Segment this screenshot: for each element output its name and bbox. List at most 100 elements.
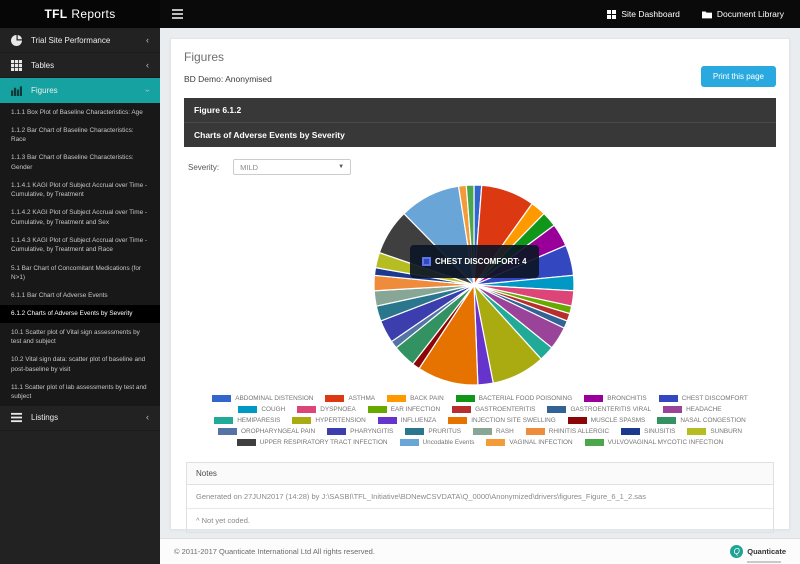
legend-item[interactable]: BRONCHITIS xyxy=(584,395,647,402)
brand-rest: Reports xyxy=(71,7,116,21)
legend-swatch xyxy=(212,395,232,402)
chart-tooltip: CHEST DISCOMFORT: 4 xyxy=(410,245,539,278)
legend-item[interactable]: OROPHARYNGEAL PAIN xyxy=(218,428,315,435)
print-page-button[interactable]: Print this page xyxy=(700,66,776,87)
sidebar-item-label: Figures xyxy=(31,85,58,95)
legend-swatch xyxy=(584,395,604,402)
legend-item[interactable]: CHEST DISCOMFORT xyxy=(658,395,748,402)
chevron-left-icon: ‹ xyxy=(146,34,149,45)
legend-swatch xyxy=(214,417,234,424)
legend-label: CHEST DISCOMFORT xyxy=(681,395,748,402)
legend-label: HYPERTENSION xyxy=(315,417,366,424)
legend-swatch xyxy=(486,439,506,446)
legend-label: BACTERIAL FOOD POISONING xyxy=(478,395,573,402)
legend-item[interactable]: DYSPNOEA xyxy=(297,406,356,413)
figures-submenu-item[interactable]: 1.1.2 Bar Chart of Baseline Characterist… xyxy=(11,126,134,144)
legend-label: GASTROENTERITIS xyxy=(475,406,536,413)
sidebar: Trial Site Performance ‹ Tables ‹ Fig xyxy=(0,28,160,564)
legend-item[interactable]: HYPERTENSION xyxy=(292,417,366,424)
legend-swatch xyxy=(473,428,492,435)
content-card: Figures BD Demo: Anonymised Print this p… xyxy=(170,38,790,533)
legend-item[interactable]: SINUSITIS xyxy=(621,428,675,435)
brand-bold: TFL xyxy=(44,7,68,21)
severity-filter-row: Severity: MILD ▼ xyxy=(188,159,776,175)
chart-legend: ABDOMINAL DISTENSION ASTHMA BACK PAIN BACTE… xyxy=(196,393,764,448)
sidebar-item-label: Listings xyxy=(31,413,59,423)
dashboard-grid-icon xyxy=(607,9,617,19)
legend-item[interactable]: RASH xyxy=(473,428,514,435)
figures-submenu-item[interactable]: 11.1 Scatter plot of lab assessments by … xyxy=(11,383,147,401)
app-brand: TFL Reports xyxy=(0,0,160,28)
figure-panel-header: Figure 6.1.2 Charts of Adverse Events by… xyxy=(184,98,776,147)
legend-label: NASAL CONGESTION xyxy=(680,417,746,424)
hamburger-menu-icon[interactable] xyxy=(172,7,183,21)
sidebar-item-listings[interactable]: Listings ‹ xyxy=(0,406,160,431)
figures-submenu-item[interactable]: 5.1 Bar Chart of Concomitant Medications… xyxy=(11,264,142,281)
legend-item[interactable]: PHARYNGITIS xyxy=(327,428,393,435)
sidebar-item-figures[interactable]: Figures › xyxy=(0,78,160,103)
legend-swatch xyxy=(455,395,475,402)
legend-label: ASTHMA xyxy=(348,395,376,402)
severity-select[interactable]: MILD ▼ xyxy=(233,159,352,175)
legend-label: RHINITIS ALLERGIC xyxy=(548,428,610,435)
figures-submenu-item[interactable]: 1.1.4.2 KAGI Plot of Subject Accrual ove… xyxy=(11,209,148,226)
legend-item[interactable]: Uncodable Events xyxy=(399,439,474,446)
legend-label: RASH xyxy=(496,428,514,435)
legend-label: PHARYNGITIS xyxy=(350,428,394,435)
chevron-left-icon: ‹ xyxy=(146,59,149,70)
quanticate-logo: Q Quanticate xyxy=(730,541,786,563)
legend-swatch xyxy=(236,439,256,446)
legend-item[interactable]: ABDOMINAL DISTENSION xyxy=(212,395,313,402)
legend-item[interactable]: INFLUENZA xyxy=(377,417,436,424)
legend-item[interactable]: NASAL CONGESTION xyxy=(657,417,746,424)
sidebar-item-tables[interactable]: Tables ‹ xyxy=(0,53,160,78)
legend-label: BRONCHITIS xyxy=(607,395,647,402)
sidebar-item-trial-site-performance[interactable]: Trial Site Performance ‹ xyxy=(0,28,160,53)
figures-submenu-item[interactable]: 6.1.1 Bar Chart of Adverse Events xyxy=(11,292,108,300)
legend-item[interactable]: BACK PAIN xyxy=(387,395,444,402)
severity-selected-value: MILD xyxy=(240,162,259,172)
figures-submenu-item[interactable]: 6.1.2 Charts of Adverse Events by Severi… xyxy=(0,304,160,324)
quanticate-logo-icon: Q xyxy=(730,545,744,558)
pie-chart[interactable] xyxy=(372,183,576,387)
legend-label: UPPER RESPIRATORY TRACT INFECTION xyxy=(259,439,388,446)
legend-item[interactable]: VULVOVAGINAL MYCOTIC INFECTION xyxy=(584,439,723,446)
legend-item[interactable]: HEADACHE xyxy=(663,406,722,413)
legend-item[interactable]: RHINITIS ALLERGIC xyxy=(525,428,610,435)
legend-item[interactable]: UPPER RESPIRATORY TRACT INFECTION xyxy=(236,439,388,446)
legend-swatch xyxy=(621,428,641,435)
tooltip-text: CHEST DISCOMFORT: 4 xyxy=(435,257,527,266)
legend-label: BACK PAIN xyxy=(410,395,444,402)
page-title: Figures xyxy=(184,50,225,64)
figures-submenu-item[interactable]: 1.1.3 Bar Chart of Baseline Characterist… xyxy=(11,154,134,171)
legend-item[interactable]: GASTROENTERITIS xyxy=(452,406,535,413)
legend-swatch xyxy=(525,428,545,435)
legend-swatch xyxy=(367,406,387,413)
legend-item[interactable]: EAR INFECTION xyxy=(367,406,440,413)
site-dashboard-link[interactable]: Site Dashboard xyxy=(607,9,680,19)
legend-item[interactable]: HEMIPARESIS xyxy=(214,417,280,424)
legend-item[interactable]: SUNBURN xyxy=(687,428,742,435)
select-arrow-icon: ▼ xyxy=(338,164,345,170)
study-subtitle: BD Demo: Anonymised xyxy=(184,74,272,84)
document-library-link[interactable]: Document Library xyxy=(701,9,784,19)
legend-swatch xyxy=(325,395,345,402)
legend-item[interactable]: COUGH xyxy=(238,406,285,413)
site-dashboard-label: Site Dashboard xyxy=(621,9,680,19)
legend-item[interactable]: VAGINAL INFECTION xyxy=(486,439,573,446)
legend-item[interactable]: ASTHMA xyxy=(325,395,375,402)
legend-item[interactable]: GASTROENTERITIS VIRAL xyxy=(547,406,651,413)
legend-label: OROPHARYNGEAL PAIN xyxy=(241,428,316,435)
figures-submenu-item[interactable]: 1.1.4.3 KAGI Plot of Subject Accrual ove… xyxy=(11,237,148,254)
legend-item[interactable]: BACTERIAL FOOD POISONING xyxy=(455,395,573,402)
legend-label: SINUSITIS xyxy=(644,428,676,435)
figures-submenu-item[interactable]: 10.2 Vital sign data: scatter plot of ba… xyxy=(11,356,146,373)
legend-item[interactable]: MUSCLE SPASMS xyxy=(567,417,645,424)
legend-item[interactable]: INJECTION SITE SWELLING xyxy=(448,417,556,424)
figures-submenu-item[interactable]: 1.1.1 Box Plot of Baseline Characteristi… xyxy=(11,108,143,116)
tooltip-series-swatch xyxy=(422,257,431,266)
figures-submenu-item[interactable]: 1.1.4.1 KAGI Plot of Subject Accrual ove… xyxy=(11,181,148,199)
legend-item[interactable]: PRURITUS xyxy=(405,428,461,435)
figures-submenu-item[interactable]: 10.1 Scatter plot of Vital sign assessme… xyxy=(11,328,140,345)
legend-label: SUNBURN xyxy=(710,428,742,435)
